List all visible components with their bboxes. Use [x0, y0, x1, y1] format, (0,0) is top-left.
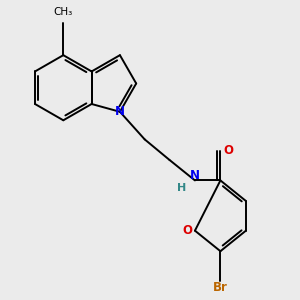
Text: O: O: [223, 144, 233, 157]
Text: O: O: [182, 224, 192, 237]
Text: N: N: [190, 169, 200, 182]
Text: CH₃: CH₃: [54, 7, 73, 17]
Text: H: H: [177, 182, 186, 193]
Text: Br: Br: [213, 281, 228, 295]
Text: N: N: [115, 105, 125, 118]
